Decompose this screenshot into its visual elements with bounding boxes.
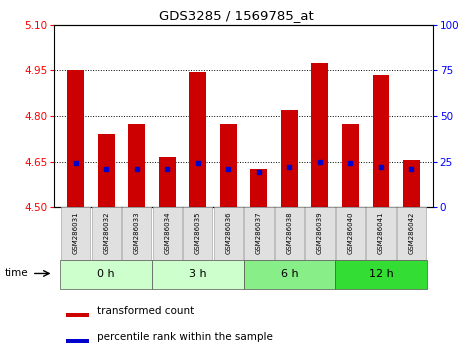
Bar [251,169,267,207]
Text: GSM286039: GSM286039 [317,211,323,254]
Text: GSM286040: GSM286040 [347,211,353,254]
Text: GDS3285 / 1569785_at: GDS3285 / 1569785_at [159,9,314,22]
Text: time: time [5,268,28,278]
Bar [275,207,304,260]
Text: 12 h: 12 h [368,269,393,279]
Text: GSM286032: GSM286032 [103,211,109,254]
Text: 0 h: 0 h [97,269,115,279]
Bar [244,207,273,260]
Bar [342,124,359,207]
Bar [61,207,90,260]
Bar [403,160,420,207]
Bar [159,157,175,207]
Bar [183,207,212,260]
Bar [189,72,206,207]
Text: GSM286041: GSM286041 [378,211,384,254]
Text: GSM286035: GSM286035 [195,211,201,254]
Text: GSM286033: GSM286033 [134,211,140,254]
Text: GSM286038: GSM286038 [286,211,292,254]
Bar [220,124,236,207]
Bar [66,313,88,317]
Bar [244,260,335,289]
Bar [92,207,121,260]
Bar [336,207,365,260]
Text: GSM286031: GSM286031 [73,211,79,254]
Text: 3 h: 3 h [189,269,207,279]
Bar [153,207,182,260]
Bar [397,207,426,260]
Bar [281,110,298,207]
Bar [312,63,328,207]
Text: transformed count: transformed count [96,306,194,316]
Text: GSM286036: GSM286036 [225,211,231,254]
Bar [66,338,88,343]
Bar [152,260,244,289]
Bar [122,207,151,260]
Text: GSM286034: GSM286034 [164,211,170,254]
Text: GSM286037: GSM286037 [256,211,262,254]
Bar [305,207,334,260]
Bar [214,207,243,260]
Bar [335,260,427,289]
Text: 6 h: 6 h [280,269,298,279]
Bar [61,260,152,289]
Bar [366,207,395,260]
Text: percentile rank within the sample: percentile rank within the sample [96,332,272,342]
Bar [98,134,114,207]
Bar [128,124,145,207]
Bar [373,75,389,207]
Bar [67,70,84,207]
Text: GSM286042: GSM286042 [408,211,414,254]
